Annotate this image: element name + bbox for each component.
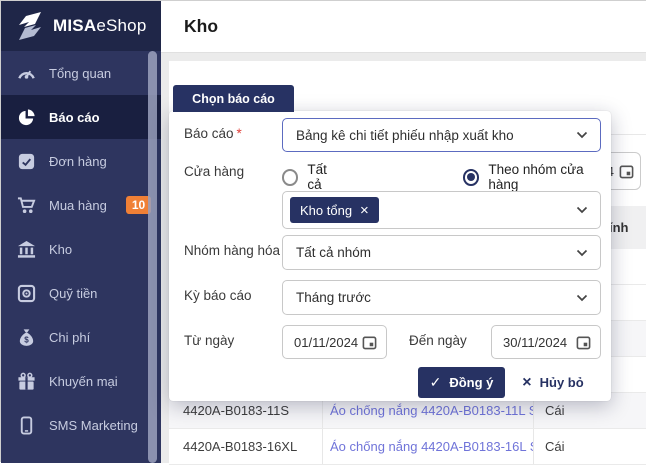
to-date-label: Đến ngày: [409, 333, 467, 348]
sidebar-item-sms-marketing[interactable]: SMS Marketing: [1, 403, 161, 447]
app-logo: MISAeShop: [1, 1, 161, 51]
safe-icon: [16, 283, 36, 303]
choose-report-button[interactable]: Chọn báo cáo: [173, 85, 294, 112]
chevron-down-icon: [576, 131, 588, 139]
radio-store-group-label: Theo nhóm cửa hàng: [488, 162, 584, 192]
period-select[interactable]: Tháng trước: [282, 280, 601, 315]
store-label: Cửa hàng: [184, 164, 245, 179]
product-group-select[interactable]: Tất cả nhóm: [282, 235, 601, 270]
radio-store-group[interactable]: [462, 168, 480, 186]
chevron-down-icon: [576, 294, 588, 301]
to-date-field[interactable]: 30/11/2024: [491, 325, 601, 359]
item-code-cell: 4420A-B0183-16XL: [169, 429, 323, 464]
sidebar: MISAeShop Tổng quan Báo cáo Đơn hàng Mua: [1, 1, 161, 463]
sidebar-item-label: Báo cáo: [49, 109, 100, 125]
item-code-cell: 4420A-B0183-11S: [169, 393, 323, 428]
order-icon: [16, 151, 36, 171]
store-radio-group: Tất cả Theo nhóm cửa hàng: [282, 162, 611, 192]
calendar-icon: [576, 336, 591, 349]
sidebar-item-bao-cao[interactable]: Báo cáo: [1, 95, 161, 139]
store-group-multiselect[interactable]: Kho tổng ×: [282, 191, 601, 229]
sidebar-item-khuyen-mai[interactable]: Khuyến mại: [1, 359, 161, 403]
chevron-down-icon: [576, 206, 588, 214]
gift-icon: [16, 371, 36, 391]
pie-chart-icon: [16, 107, 36, 127]
calendar-icon: [362, 336, 377, 349]
report-label: Báo cáo *: [184, 126, 242, 141]
money-bag-icon: $: [16, 327, 36, 347]
misa-logo-icon: [19, 12, 41, 40]
item-unit-cell: Cái: [545, 403, 565, 418]
svg-text:$: $: [24, 335, 29, 344]
item-name-link[interactable]: Áo chống nắng 4420A-B0183-16L Si: [323, 429, 534, 464]
page-title: Kho: [184, 16, 219, 36]
sidebar-item-label: Mua hàng: [49, 197, 107, 213]
cancel-button[interactable]: × Hủy bỏ: [513, 367, 593, 398]
report-filter-dialog: Báo cáo * Bảng kê chi tiết phiếu nhập xuấ…: [169, 111, 611, 401]
purchase-count-badge: 10: [125, 196, 152, 214]
gauge-icon: [16, 63, 36, 83]
warehouse-icon: [16, 239, 36, 259]
product-group-label: Nhóm hàng hóa: [184, 243, 281, 258]
close-icon: ×: [522, 373, 532, 391]
table-row: 4420A-B0183-11S Áo chống nắng 4420A-B018…: [169, 393, 646, 429]
period-label: Kỳ báo cáo: [184, 288, 252, 303]
sidebar-item-don-hang[interactable]: Đơn hàng: [1, 139, 161, 183]
brand-text: MISAeShop: [53, 16, 147, 35]
from-date-label: Từ ngày: [184, 333, 235, 348]
sidebar-scrollbar[interactable]: [148, 51, 157, 463]
ok-button[interactable]: ✓ Đồng ý: [418, 367, 505, 398]
sidebar-item-quy-tien[interactable]: Quỹ tiền: [1, 271, 161, 315]
sidebar-item-label: Đơn hàng: [49, 153, 107, 169]
store-tag-chip: Kho tổng ×: [290, 197, 379, 223]
sidebar-item-tong-quan[interactable]: Tổng quan: [1, 51, 161, 95]
calendar-icon: [619, 165, 634, 178]
report-select[interactable]: Bảng kê chi tiết phiếu nhập xuất kho: [282, 118, 601, 152]
sidebar-item-label: Kho: [49, 241, 73, 257]
from-date-field[interactable]: 01/11/2024: [282, 325, 387, 359]
phone-icon: [16, 415, 36, 435]
radio-all-stores-label: Tất cả: [307, 162, 327, 192]
page-header: Kho: [161, 1, 646, 53]
tag-remove-icon[interactable]: ×: [360, 201, 369, 219]
cart-icon: [16, 195, 36, 215]
sidebar-item-label: Chi phí: [49, 329, 91, 345]
sidebar-item-mua-hang[interactable]: Mua hàng 10: [1, 183, 161, 227]
sidebar-item-label: Tổng quan: [49, 65, 112, 81]
check-icon: ✓: [429, 374, 442, 390]
sidebar-item-chi-phi[interactable]: $ Chi phí: [1, 315, 161, 359]
sidebar-item-label: Quỹ tiền: [49, 285, 98, 301]
item-name-link[interactable]: Áo chống nắng 4420A-B0183-11L Si: [323, 393, 534, 428]
required-asterisk: *: [236, 126, 242, 141]
sidebar-item-kho[interactable]: Kho: [1, 227, 161, 271]
item-unit-cell: Cái: [545, 439, 565, 454]
chevron-down-icon: [576, 249, 588, 256]
radio-all-stores[interactable]: [282, 168, 299, 186]
table-row: 4420A-B0183-16XL Áo chống nắng 4420A-B01…: [169, 429, 646, 465]
sidebar-item-label: SMS Marketing: [49, 417, 138, 433]
sidebar-item-label: Khuyến mại: [49, 373, 118, 389]
